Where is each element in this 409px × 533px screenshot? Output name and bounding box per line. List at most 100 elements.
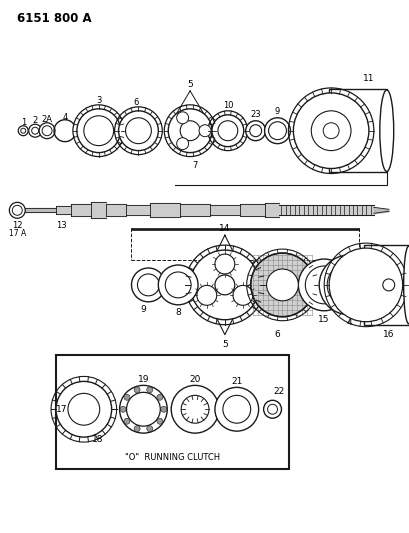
Circle shape [76, 109, 120, 152]
Circle shape [181, 395, 209, 423]
Text: 3: 3 [96, 96, 101, 106]
Circle shape [56, 382, 111, 437]
Text: 6: 6 [274, 330, 280, 339]
Circle shape [9, 203, 25, 218]
Text: 6: 6 [133, 99, 139, 107]
Circle shape [217, 121, 237, 141]
Text: 11: 11 [362, 75, 374, 84]
Text: 2: 2 [32, 116, 38, 125]
Circle shape [157, 418, 162, 424]
Circle shape [267, 404, 277, 414]
Text: 14: 14 [219, 224, 230, 233]
Text: 19: 19 [137, 375, 149, 384]
Circle shape [131, 268, 165, 302]
Text: 8: 8 [175, 308, 181, 317]
Circle shape [118, 111, 158, 151]
Text: 15: 15 [318, 315, 329, 324]
Circle shape [171, 385, 218, 433]
Circle shape [232, 285, 252, 305]
Circle shape [134, 387, 140, 393]
Bar [130, 228, 358, 230]
Text: 22: 22 [272, 387, 283, 396]
Text: 4: 4 [62, 114, 67, 122]
Text: 13: 13 [56, 221, 66, 230]
Circle shape [326, 263, 370, 307]
Text: 18: 18 [92, 434, 103, 443]
Text: 12: 12 [12, 221, 22, 230]
Circle shape [124, 394, 130, 400]
Circle shape [250, 253, 313, 317]
Circle shape [83, 116, 113, 146]
Circle shape [158, 265, 198, 305]
Text: 5: 5 [221, 340, 227, 349]
Circle shape [268, 122, 286, 140]
Circle shape [29, 124, 41, 137]
Circle shape [18, 126, 28, 136]
Text: "O"  RUNNING CLUTCH: "O" RUNNING CLUTCH [124, 453, 219, 462]
Circle shape [382, 279, 394, 291]
Circle shape [196, 285, 216, 305]
Text: 4: 4 [345, 318, 351, 327]
Bar [328, 89, 386, 173]
Circle shape [176, 112, 188, 124]
Circle shape [31, 127, 38, 134]
Circle shape [146, 387, 152, 393]
Ellipse shape [402, 246, 409, 324]
Circle shape [119, 385, 167, 433]
Text: 21: 21 [231, 377, 242, 386]
Circle shape [249, 125, 261, 136]
Circle shape [190, 250, 259, 320]
Circle shape [176, 138, 188, 150]
Text: 5: 5 [187, 80, 193, 90]
Circle shape [222, 395, 250, 423]
Circle shape [39, 123, 55, 139]
Circle shape [245, 121, 265, 141]
Circle shape [298, 259, 349, 311]
Circle shape [165, 272, 191, 298]
Text: 17 A: 17 A [9, 229, 26, 238]
Text: 6151 800 A: 6151 800 A [17, 12, 92, 25]
Circle shape [214, 387, 258, 431]
Circle shape [305, 266, 342, 304]
Text: 17: 17 [56, 405, 67, 414]
Text: 1: 1 [20, 118, 26, 127]
Text: 23: 23 [250, 110, 261, 119]
Circle shape [42, 126, 52, 136]
Circle shape [328, 248, 402, 322]
Circle shape [157, 394, 162, 400]
Circle shape [21, 128, 26, 133]
Text: 9: 9 [274, 107, 279, 116]
Text: 20: 20 [189, 375, 200, 384]
Circle shape [146, 426, 152, 432]
Circle shape [124, 418, 130, 424]
Circle shape [264, 118, 290, 144]
Text: 9: 9 [140, 305, 146, 314]
Circle shape [168, 109, 211, 152]
Ellipse shape [379, 90, 393, 172]
Circle shape [125, 118, 151, 144]
Text: 2A: 2A [41, 115, 52, 124]
Circle shape [120, 406, 126, 412]
Circle shape [134, 426, 140, 432]
Circle shape [266, 269, 298, 301]
Circle shape [293, 93, 368, 168]
Bar [363, 245, 408, 325]
Bar [56, 354, 289, 469]
Circle shape [214, 254, 234, 274]
Circle shape [68, 393, 99, 425]
Text: 10: 10 [222, 101, 233, 110]
Circle shape [126, 392, 160, 426]
Text: 7: 7 [192, 161, 197, 170]
Circle shape [211, 115, 243, 147]
Circle shape [310, 111, 350, 151]
Circle shape [198, 125, 211, 136]
Circle shape [160, 406, 166, 412]
Text: 16: 16 [382, 330, 393, 339]
Circle shape [322, 123, 338, 139]
Circle shape [180, 121, 200, 141]
Circle shape [319, 255, 378, 315]
Circle shape [137, 274, 159, 296]
Circle shape [263, 400, 281, 418]
Circle shape [214, 275, 234, 295]
Circle shape [12, 205, 22, 215]
